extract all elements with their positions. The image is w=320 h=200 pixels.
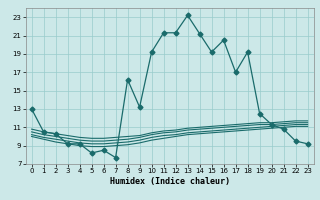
X-axis label: Humidex (Indice chaleur): Humidex (Indice chaleur) <box>109 177 230 186</box>
